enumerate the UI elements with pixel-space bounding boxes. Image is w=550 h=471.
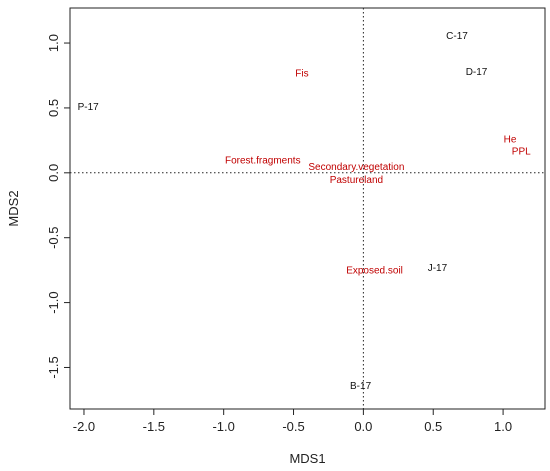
- y-tick-label: -0.5: [46, 226, 61, 248]
- x-tick-label: 0.5: [424, 419, 442, 434]
- x-tick-label: -1.0: [212, 419, 234, 434]
- x-axis-title: MDS1: [289, 451, 325, 466]
- plot-frame: [69, 7, 546, 410]
- x-axis: -2.0 -1.5 -1.0 -0.5 0.0 0.5 1.0: [73, 409, 512, 434]
- y-tick-label: -1.0: [46, 291, 61, 313]
- y-tick-label: 1.0: [46, 34, 61, 52]
- y-axis: 1.0 0.5 0.0 -0.5 -1.0 -1.5: [46, 34, 70, 379]
- point-label-forest-fragments: Forest.fragments: [225, 155, 301, 166]
- x-tick-label: -0.5: [282, 419, 304, 434]
- point-label-fis: Fis: [295, 68, 308, 79]
- point-label-he: He: [504, 135, 517, 146]
- x-tick-label: -2.0: [73, 419, 95, 434]
- reference-lines: [70, 8, 545, 409]
- point-label-ppl: PPL: [512, 146, 531, 157]
- point-label-j-17: J-17: [428, 263, 448, 274]
- x-tick-label: 0.0: [354, 419, 372, 434]
- point-label-d-17: D-17: [466, 67, 488, 78]
- x-tick-label: 1.0: [494, 419, 512, 434]
- point-label-c-17: C-17: [446, 31, 468, 42]
- point-label-exposed-soil: Exposed.soil: [346, 266, 403, 277]
- point-label-p-17: P-17: [78, 102, 100, 113]
- point-label-b-17: B-17: [350, 381, 372, 392]
- x-tick-label: -1.5: [143, 419, 165, 434]
- y-tick-label: 0.5: [46, 99, 61, 117]
- y-tick-label: 0.0: [46, 164, 61, 182]
- point-label-secondary-vegetation: Secondary.vegetation: [308, 162, 404, 173]
- y-tick-label: -1.5: [46, 356, 61, 378]
- y-axis-title: MDS2: [6, 190, 21, 226]
- point-label-pastureland: Pastureland: [330, 175, 383, 186]
